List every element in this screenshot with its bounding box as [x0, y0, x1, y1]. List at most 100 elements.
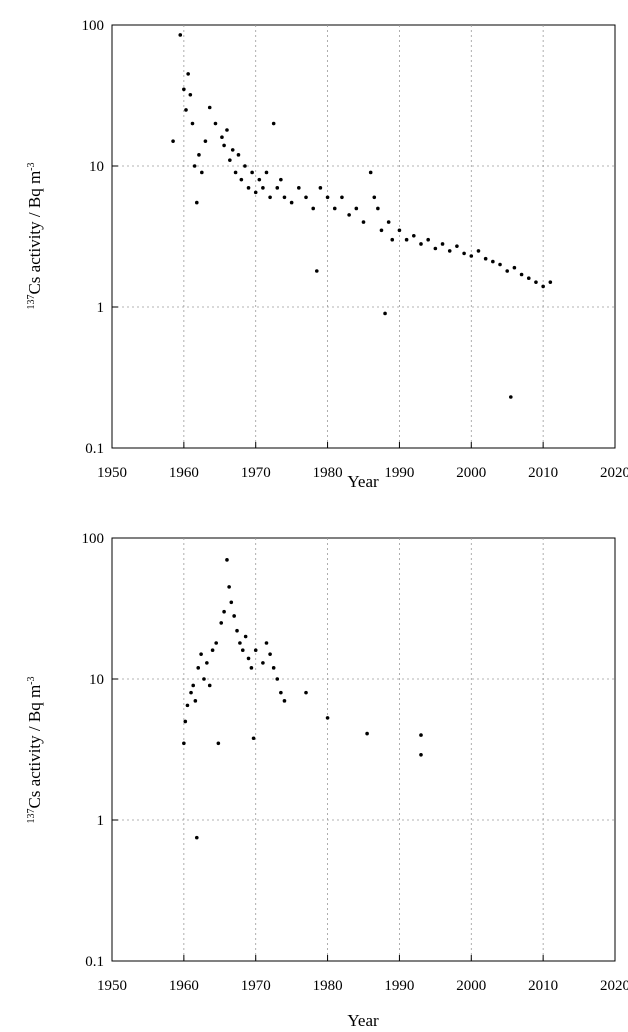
data-point	[194, 200, 199, 205]
x-tick-label: 1990	[384, 978, 414, 994]
x-tick-label: 1950	[97, 465, 127, 481]
data-point	[189, 690, 193, 695]
data-point	[297, 186, 301, 190]
data-point	[426, 237, 430, 242]
data-point	[190, 121, 195, 126]
data-point	[347, 213, 351, 217]
data-point	[304, 195, 308, 200]
data-point	[243, 164, 247, 168]
data-point	[182, 87, 186, 92]
data-point	[251, 736, 256, 741]
data-point	[519, 272, 524, 277]
data-point	[440, 242, 445, 246]
gridlines	[111, 24, 616, 449]
y-tick-label: 100	[82, 531, 105, 547]
data-point	[447, 249, 452, 253]
data-point	[225, 558, 229, 562]
data-point	[419, 733, 423, 737]
x-tick-label: 1960	[169, 978, 199, 994]
data-point	[216, 741, 221, 746]
x-axis-label: Year	[347, 1011, 379, 1030]
data-point	[282, 195, 287, 200]
x-axis-label: Year	[347, 472, 379, 491]
data-point	[491, 259, 495, 264]
data-point	[196, 666, 201, 670]
data-point	[227, 585, 231, 589]
data-point	[238, 641, 242, 645]
data-point	[250, 170, 254, 175]
data-point	[314, 269, 319, 273]
data-point	[207, 683, 212, 688]
data-point	[419, 753, 423, 757]
data-point	[412, 233, 416, 238]
data-point	[171, 139, 175, 143]
data-point	[361, 220, 366, 224]
data-point	[279, 177, 283, 182]
data-point	[235, 628, 239, 633]
data-point	[379, 228, 384, 233]
data-points	[182, 558, 423, 840]
data-point	[279, 690, 283, 695]
y-axis-label: 137Cs activity / Bq m-3	[25, 162, 44, 309]
data-point	[183, 719, 188, 724]
data-point	[203, 139, 208, 143]
x-tick-label: 2020	[600, 465, 628, 481]
data-point	[188, 92, 193, 97]
data-point	[230, 148, 235, 152]
data-point	[268, 195, 272, 200]
data-point	[386, 220, 391, 224]
data-point	[462, 251, 466, 256]
x-tick-label: 1980	[313, 978, 343, 994]
data-point	[264, 170, 269, 175]
data-point	[253, 648, 258, 653]
data-point	[275, 186, 280, 190]
data-point	[219, 621, 224, 625]
data-point	[512, 265, 517, 270]
data-point	[289, 200, 294, 205]
data-point	[271, 666, 276, 670]
data-point	[376, 206, 380, 211]
x-tick-label: 1970	[241, 465, 271, 481]
data-point	[271, 121, 276, 126]
data-point	[228, 158, 232, 162]
y-tick-label: 10	[89, 159, 104, 175]
data-point	[372, 195, 377, 200]
data-point	[325, 195, 330, 200]
data-point	[194, 835, 199, 840]
data-point	[268, 652, 272, 656]
y-tick-label: 100	[82, 18, 105, 34]
y-tick-label: 0.1	[85, 954, 104, 970]
y-tick-label: 10	[89, 672, 104, 688]
x-tick-label: 1960	[169, 465, 199, 481]
data-point	[318, 186, 323, 190]
x-tick-label: 2000	[456, 465, 486, 481]
y-tick-label: 1	[97, 813, 105, 829]
y-axis-label: 137Cs activity / Bq m-3	[25, 676, 44, 823]
data-point	[469, 254, 474, 258]
x-tick-labels: 1950 1960 1970 1980 1990 2000 2010 2020	[97, 465, 628, 481]
data-point	[210, 648, 215, 653]
data-point	[433, 246, 438, 251]
data-point	[202, 677, 206, 681]
data-point	[213, 121, 218, 126]
x-tick-label: 2020	[600, 978, 628, 994]
data-point	[191, 683, 195, 688]
data-point	[240, 648, 245, 653]
data-point	[526, 276, 531, 281]
data-point	[541, 284, 545, 289]
data-point	[184, 108, 188, 112]
data-point	[200, 170, 204, 175]
data-point	[476, 249, 481, 253]
data-point	[534, 280, 538, 284]
data-point	[199, 652, 203, 656]
data-point	[236, 153, 241, 157]
x-tick-label: 2010	[528, 465, 558, 481]
data-point	[455, 244, 459, 248]
data-point	[222, 143, 226, 148]
data-point	[354, 206, 359, 211]
data-point	[282, 699, 287, 703]
data-point	[225, 128, 229, 132]
chart-top: 1950 1960 1970 1980 1990 2000 2010 2020 0.1 1 10 1…	[25, 18, 628, 491]
x-tick-labels: 1950 1960 1970 1980 1990 2000 2010 2020	[97, 978, 628, 994]
data-point	[257, 177, 262, 182]
